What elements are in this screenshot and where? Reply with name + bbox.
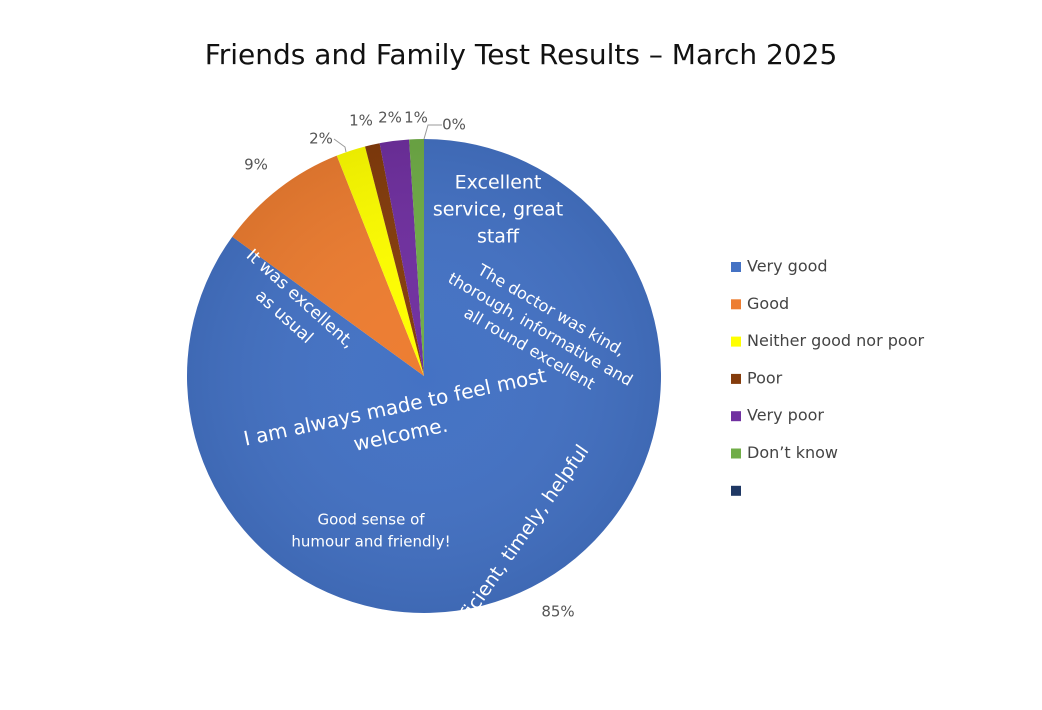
legend-swatch [731, 373, 741, 384]
legend-swatch [731, 262, 741, 272]
comment-line: Excellent [455, 172, 542, 194]
comment-line: humour and friendly! [291, 533, 450, 551]
legend-label: Don’t know [747, 443, 838, 462]
legend-swatch [731, 485, 741, 496]
value-label: 1% [404, 109, 428, 127]
legend-swatch [731, 299, 741, 310]
legend-swatch [731, 411, 741, 422]
leader-line [423, 124, 442, 140]
legend-label: Good [747, 294, 789, 313]
leader-line [333, 138, 347, 153]
comment-line: staff [477, 226, 520, 248]
comment-line: service, great [433, 199, 563, 221]
value-label: 2% [309, 130, 333, 148]
chart-title: Friends and Family Test Results – March … [205, 38, 838, 71]
comment-line: Good sense of [317, 511, 425, 529]
value-label: 2% [378, 109, 402, 127]
pie-shade [187, 139, 661, 613]
legend-swatch [731, 448, 741, 459]
legend-swatch [731, 336, 741, 347]
legend-label: Neither good nor poor [747, 331, 924, 350]
value-label: 1% [349, 112, 373, 130]
legend-label: Poor [747, 368, 783, 387]
value-label: 9% [244, 156, 268, 174]
legend-label: Very poor [747, 406, 824, 425]
comment: Good sense of humour and friendly! [291, 511, 450, 551]
value-label: 0% [442, 116, 466, 134]
comment: Excellent service, great staff [433, 172, 563, 248]
legend-label: Very good [747, 257, 828, 276]
value-label: 85% [541, 603, 574, 621]
